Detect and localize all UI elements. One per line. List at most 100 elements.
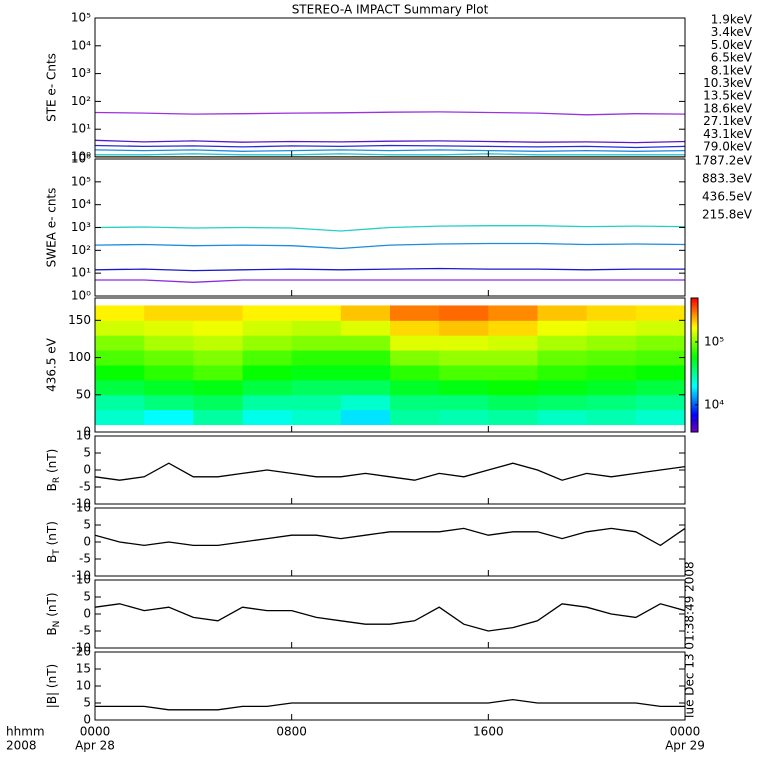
- legend-entry: 13.5keV: [703, 89, 753, 103]
- y-tick-label: 5: [83, 590, 91, 604]
- colorbar-step: [691, 414, 698, 417]
- heat-cell: [488, 394, 538, 411]
- heat-cell: [193, 305, 243, 321]
- heat-cell: [537, 379, 588, 396]
- y-tick-label: 10⁵: [71, 174, 91, 188]
- heat-cell: [144, 335, 194, 351]
- series-line: [95, 527, 685, 547]
- y-tick-label: 50: [76, 387, 91, 401]
- y-tick-label: 20: [76, 645, 91, 659]
- heat-cell: [340, 350, 391, 366]
- heat-cell: [95, 379, 145, 396]
- heat-cell: [242, 409, 293, 426]
- y-tick-label: 10⁴: [71, 38, 91, 52]
- heat-cell: [242, 305, 293, 321]
- heat-cell: [390, 350, 440, 366]
- colorbar-step: [691, 376, 698, 379]
- y-tick-label: -10: [71, 497, 91, 511]
- y-tick-label: 100: [68, 350, 91, 364]
- series-line: [95, 139, 685, 144]
- heat-cell: [193, 379, 243, 396]
- colorbar-step: [691, 333, 698, 337]
- y-tick-label: 10¹: [71, 122, 91, 136]
- colorbar-step: [691, 423, 698, 426]
- y-tick-label: 0: [83, 607, 91, 621]
- colorbar-step: [691, 371, 698, 375]
- y-tick-label: 0: [83, 425, 91, 439]
- y-axis-label-part: (nT): [45, 592, 59, 620]
- colorbar-step: [691, 398, 698, 402]
- x-row-label: 2008: [6, 739, 37, 753]
- y-axis-label: BR (nT): [45, 449, 62, 492]
- colorbar-step: [691, 385, 698, 388]
- heat-cell: [340, 320, 391, 336]
- heat-cell: [340, 305, 391, 321]
- colorbar-step: [691, 298, 698, 301]
- colorbar-step: [691, 380, 698, 384]
- colorbar-step: [691, 394, 698, 397]
- y-tick-label: -10: [71, 641, 91, 655]
- plot-area: [95, 305, 685, 426]
- heat-cell: [439, 320, 489, 336]
- colorbar-step: [691, 407, 698, 411]
- y-axis-label: SWEA e- cnts: [45, 188, 59, 268]
- plot-area: [95, 603, 685, 632]
- heat-cell: [586, 335, 637, 351]
- y-tick-label: 10⁰: [71, 289, 91, 303]
- series-line: [95, 279, 685, 283]
- heat-cell: [291, 305, 342, 321]
- colorbar-step: [691, 349, 698, 353]
- heat-cell: [95, 365, 145, 381]
- colorbar-step: [691, 331, 698, 335]
- y-tick-label: -10: [71, 569, 91, 583]
- y-tick-label: -5: [79, 480, 91, 494]
- heat-cell: [586, 305, 637, 321]
- colorbar-step: [691, 315, 698, 319]
- colorbar-step: [691, 400, 698, 404]
- legend-entry: 10.3keV: [703, 76, 753, 90]
- colorbar-step: [691, 409, 698, 413]
- y-tick-label: 10³: [71, 220, 91, 234]
- legend-entry: 215.8eV: [702, 208, 753, 222]
- heat-cell: [439, 394, 489, 411]
- heat-cell: [291, 350, 342, 366]
- heat-cell: [390, 394, 440, 411]
- heat-cell: [193, 335, 243, 351]
- colorbar-step: [691, 365, 698, 368]
- heat-cell: [488, 409, 538, 426]
- colorbar-step: [691, 318, 698, 321]
- heat-cell: [390, 365, 440, 381]
- heat-cell: [242, 379, 293, 396]
- y-tick-label: -5: [79, 552, 91, 566]
- legend-entry: 883.3eV: [702, 172, 753, 186]
- y-tick-label: 5: [83, 518, 91, 532]
- y-tick-label: 150: [68, 313, 91, 327]
- heat-cell: [144, 350, 194, 366]
- colorbar-step: [691, 369, 698, 373]
- heat-cell: [193, 365, 243, 381]
- y-axis-label: STE e- Cnts: [45, 53, 59, 122]
- colorbar-step: [691, 322, 698, 326]
- plot-area: [95, 698, 685, 711]
- colorbar-step: [691, 340, 698, 344]
- heat-cell: [144, 379, 194, 396]
- x-tick-label: 0000: [670, 725, 701, 739]
- chart-title: STEREO-A IMPACT Summary Plot: [292, 3, 489, 17]
- heat-cell: [635, 335, 685, 351]
- colorbar-step: [691, 391, 698, 395]
- colorbar-step: [691, 335, 698, 339]
- heat-cell: [242, 394, 293, 411]
- colorbar-step: [691, 338, 698, 341]
- legend-entry: 79.0keV: [703, 140, 753, 154]
- legend-entry: 1.9keV: [711, 13, 753, 27]
- heat-cell: [144, 394, 194, 411]
- series-line: [95, 153, 685, 156]
- heat-cell: [242, 350, 293, 366]
- series-line: [95, 225, 685, 232]
- panel-frame: [94, 435, 686, 505]
- heat-cell: [193, 394, 243, 411]
- heat-cell: [586, 394, 637, 411]
- colorbar-step: [691, 327, 698, 330]
- panel-frame: [94, 17, 686, 158]
- x-tick-label: 0800: [276, 725, 307, 739]
